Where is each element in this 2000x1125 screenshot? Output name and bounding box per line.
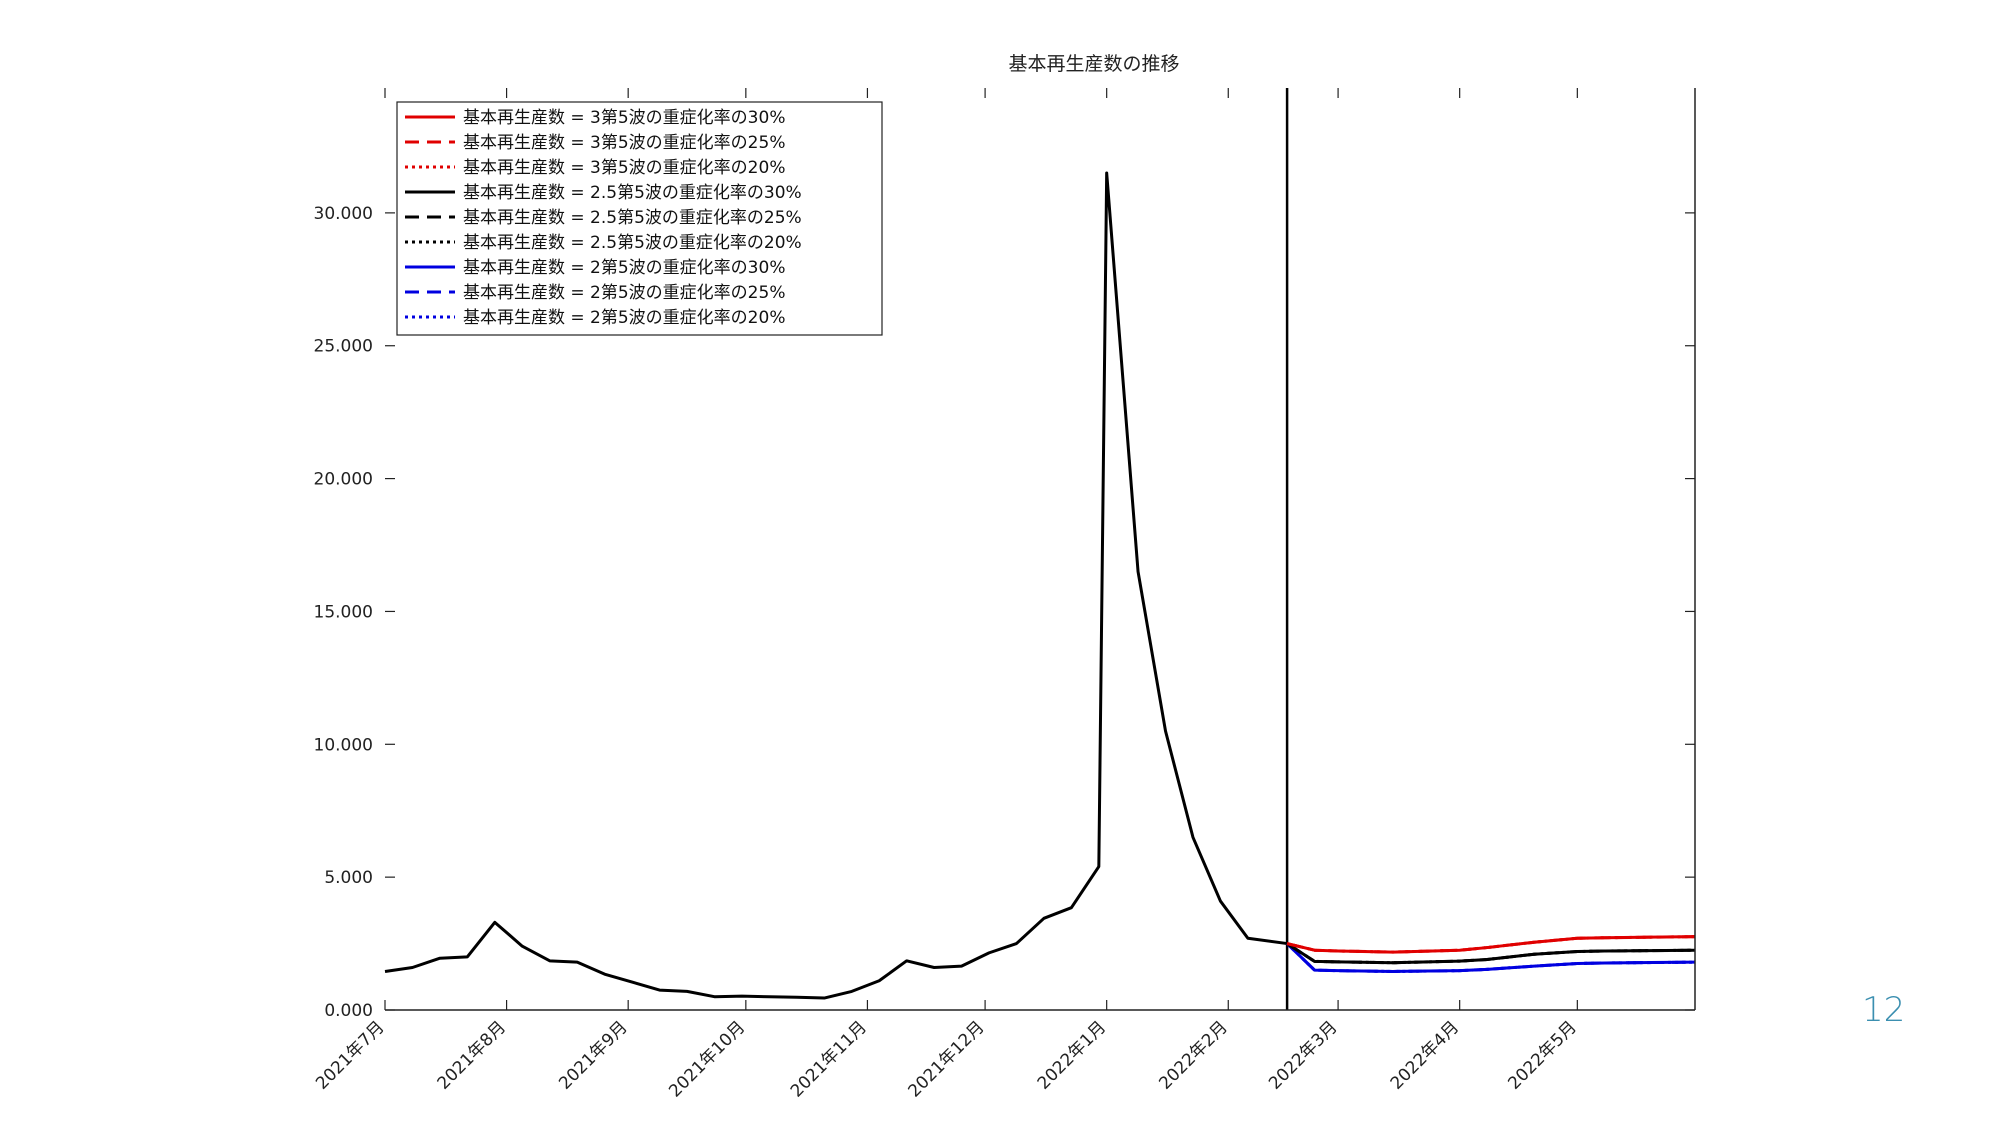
legend-label: 基本再生産数 = 2第5波の重症化率の30% (463, 258, 785, 278)
legend-label: 基本再生産数 = 3第5波の重症化率の20% (463, 158, 785, 178)
x-tick-label: 2022年3月 (1265, 1017, 1341, 1093)
x-tick-label: 2021年10月 (665, 1017, 749, 1101)
x-tick-label: 2022年5月 (1504, 1017, 1580, 1093)
x-tick-label: 2021年7月 (312, 1017, 388, 1093)
y-tick-label: 20.000 (314, 470, 373, 490)
y-tick-label: 0.000 (324, 1001, 373, 1021)
x-tick-label: 2021年9月 (555, 1017, 631, 1093)
y-tick-label: 30.000 (314, 204, 373, 224)
legend-label: 基本再生産数 = 3第5波の重症化率の25% (463, 133, 785, 153)
x-tick-label: 2021年8月 (434, 1017, 510, 1093)
x-tick-label: 2022年4月 (1387, 1017, 1463, 1093)
page-number: 12 (1862, 990, 1906, 1030)
history-series-line (384, 171, 1288, 1000)
chart-title: 基本再生産数の推移 (1008, 53, 1179, 75)
y-tick-label: 10.000 (314, 735, 373, 755)
legend-item: 基本再生産数 = 2第5波の重症化率の30% (405, 258, 785, 278)
legend-box (396, 101, 883, 336)
y-tick-label: 5.000 (324, 868, 373, 888)
x-tick-label: 2021年12月 (905, 1017, 989, 1101)
legend-item: 基本再生産数 = 2.5第5波の重症化率の25% (405, 208, 802, 228)
legend-label: 基本再生産数 = 2第5波の重症化率の20% (463, 308, 785, 328)
legend-label: 基本再生産数 = 3第5波の重症化率の30% (463, 108, 785, 128)
legend-label: 基本再生産数 = 2第5波の重症化率の25% (463, 283, 785, 303)
series-line-6 (1286, 942, 1696, 973)
plot-area (384, 88, 1696, 1010)
legend-item: 基本再生産数 = 3第5波の重症化率の25% (405, 133, 785, 153)
legend-item: 基本再生産数 = 3第5波の重症化率の30% (405, 108, 785, 128)
series-line-0 (1286, 935, 1696, 954)
y-tick-label: 25.000 (314, 337, 373, 357)
x-tick-label: 2022年2月 (1155, 1017, 1231, 1093)
legend-label: 基本再生産数 = 2.5第5波の重症化率の30% (463, 183, 802, 203)
legend-label: 基本再生産数 = 2.5第5波の重症化率の25% (463, 208, 802, 228)
x-tick-label: 2021年11月 (787, 1017, 871, 1101)
legend-item: 基本再生産数 = 2第5波の重症化率の20% (405, 308, 785, 328)
legend-item: 基本再生産数 = 3第5波の重症化率の20% (405, 158, 785, 178)
series-line-3 (1286, 942, 1696, 965)
legend-item: 基本再生産数 = 2.5第5波の重症化率の30% (405, 183, 802, 203)
legend-item: 基本再生産数 = 2.5第5波の重症化率の20% (405, 233, 802, 253)
legend-label: 基本再生産数 = 2.5第5波の重症化率の20% (463, 233, 802, 253)
legend-item: 基本再生産数 = 2第5波の重症化率の25% (405, 283, 785, 303)
legend: 基本再生産数 = 3第5波の重症化率の30% 基本再生産数 = 3第5波の重症化率… (396, 101, 883, 336)
y-axis: 0.000 5.000 10.000 15.000 20.000 25.000 30.000 (314, 88, 1696, 1021)
y-tick-label: 15.000 (314, 602, 373, 622)
x-tick-label: 2022年1月 (1034, 1017, 1110, 1093)
